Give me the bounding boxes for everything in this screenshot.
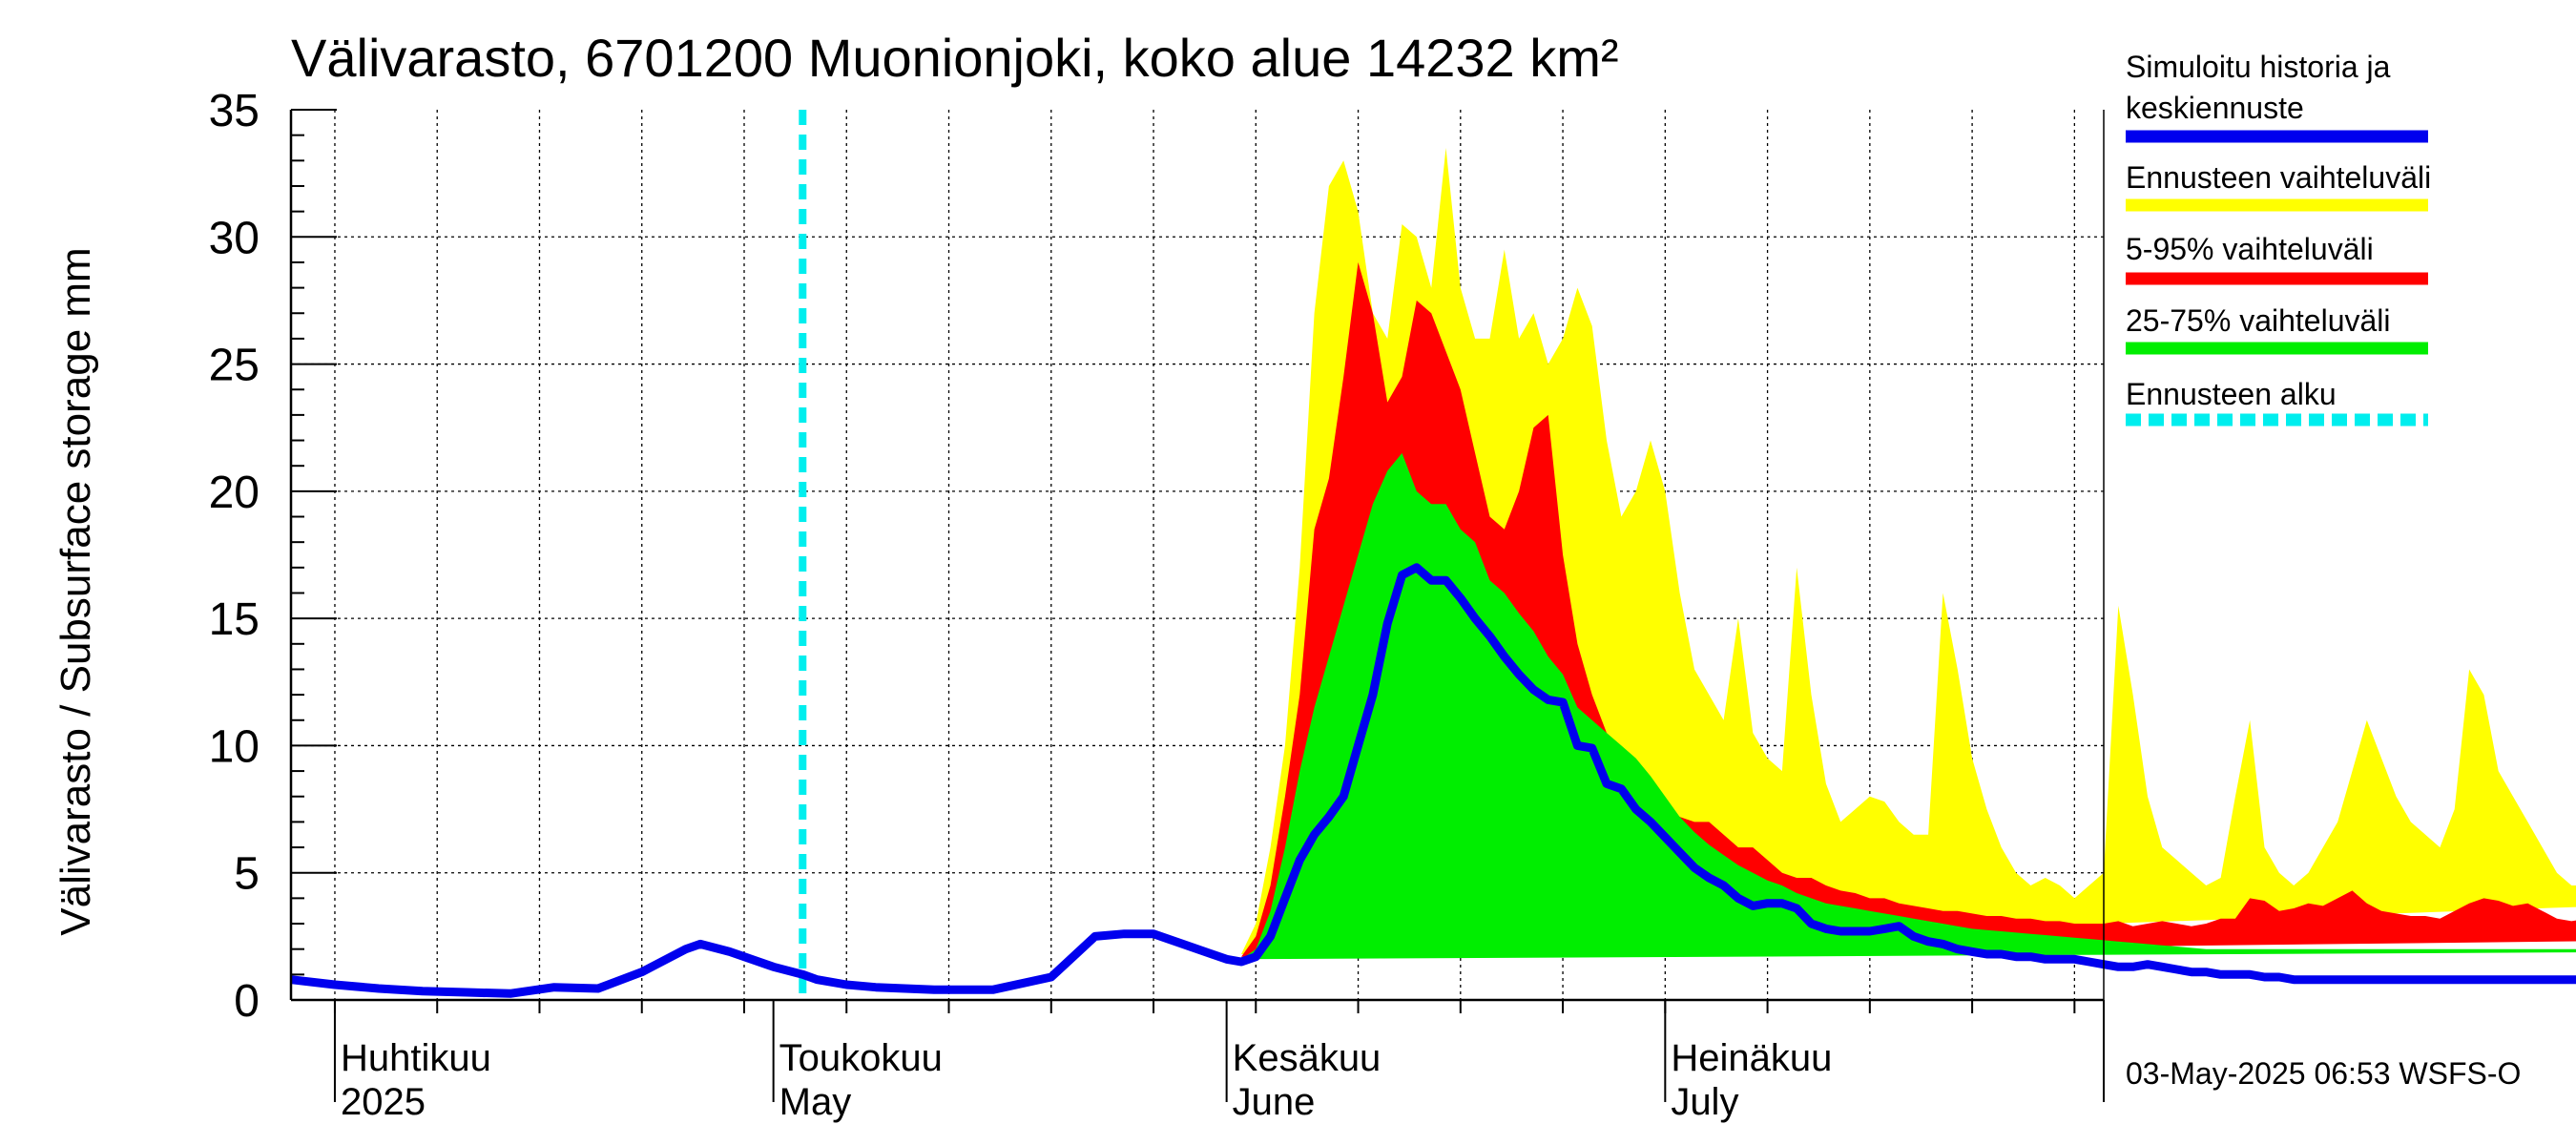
median-line [290, 563, 2576, 998]
month-label-secondary: May [779, 1081, 852, 1123]
y-tick-label: 15 [209, 594, 260, 645]
area-layer [1241, 148, 2576, 960]
y-tick-label: 10 [209, 721, 260, 772]
legend-label-p25-75: 25-75% vaihteluväli [2126, 303, 2391, 338]
y-axis-label: Välivarasto / Subsurface storage mm [52, 247, 99, 936]
y-tick-label: 30 [209, 213, 260, 263]
month-label: Heinäkuu [1671, 1037, 1832, 1079]
month-label: Huhtikuu [341, 1037, 491, 1079]
legend-label-forecast-start: Ennusteen alku [2126, 377, 2337, 411]
legend-label-median-line2: keskiennuste [2126, 91, 2304, 125]
month-label-secondary: June [1233, 1081, 1316, 1123]
month-label-secondary: July [1671, 1081, 1738, 1123]
legend-layer [2126, 130, 2428, 427]
y-tick-label: 0 [234, 976, 260, 1027]
month-label: Toukokuu [779, 1037, 943, 1079]
grid-layer [291, 110, 2104, 1000]
legend-label-full-range: Ennusteen vaihteluväli [2126, 160, 2432, 195]
y-tick-label: 35 [209, 86, 260, 136]
month-label: Kesäkuu [1233, 1037, 1381, 1079]
y-tick-label: 5 [234, 849, 260, 900]
axis-layer: 05101520253035Huhtikuu2025ToukokuuMayKes… [209, 86, 2105, 1123]
timestamp-footer: 03-May-2025 06:53 WSFS-O [2126, 1056, 2522, 1091]
month-label-secondary: 2025 [341, 1081, 426, 1123]
line-layer [290, 110, 2576, 1000]
legend-label-p5-95: 5-95% vaihteluväli [2126, 232, 2374, 266]
chart-title: Välivarasto, 6701200 Muonionjoki, koko a… [291, 28, 1619, 88]
y-tick-label: 20 [209, 468, 260, 518]
band-p25-75 [1241, 452, 2576, 960]
y-tick-label: 25 [209, 341, 260, 391]
legend-label-median-line1: Simuloitu historia ja [2126, 50, 2391, 84]
